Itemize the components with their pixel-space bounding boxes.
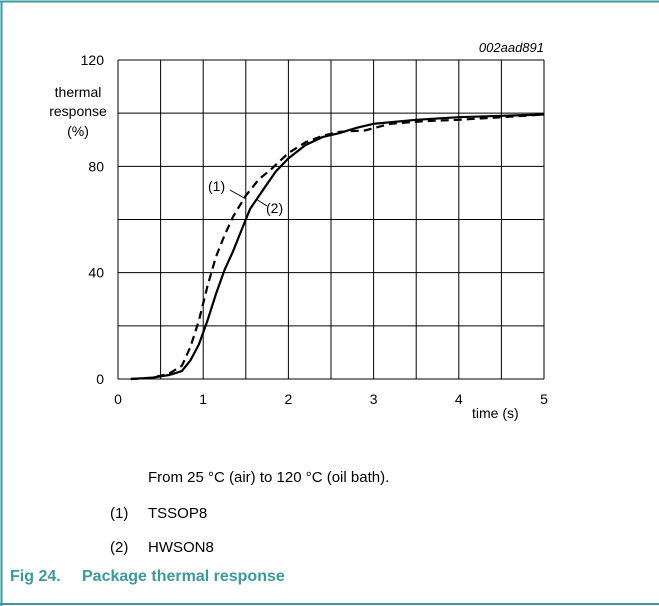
callout-leader	[229, 189, 247, 200]
legend-key: (1)	[110, 505, 128, 522]
y-tick-label: 0	[96, 371, 104, 387]
y-tick-label: 80	[88, 158, 104, 174]
legend-label: TSSOP8	[148, 505, 207, 522]
series-callout: (2)	[266, 200, 283, 216]
y-axis-label: (%)	[67, 123, 89, 139]
caption-text: Package thermal response	[82, 568, 285, 585]
y-tick-label: 40	[88, 265, 104, 281]
series-line	[130, 113, 545, 381]
callout-leader	[255, 198, 268, 207]
y-axis-label: thermal	[55, 84, 102, 100]
x-tick-label: 3	[370, 391, 378, 407]
x-axis-label: time (s)	[472, 405, 519, 421]
figure-id: 002aad891	[479, 40, 544, 55]
series-callout: (1)	[208, 178, 225, 194]
y-tick-label: 120	[81, 52, 105, 68]
note: From 25 °C (air) to 120 °C (oil bath).	[148, 469, 389, 486]
x-tick-label: 2	[285, 391, 293, 407]
legend-label: HWSON8	[148, 539, 214, 556]
x-tick-label: 0	[114, 391, 122, 407]
y-axis-label: response	[49, 103, 107, 119]
legend-key: (2)	[110, 539, 128, 556]
x-tick-label: 1	[199, 391, 207, 407]
x-tick-label: 4	[455, 391, 463, 407]
x-tick-label: 5	[540, 391, 548, 407]
caption-number: Fig 24.	[10, 568, 61, 585]
